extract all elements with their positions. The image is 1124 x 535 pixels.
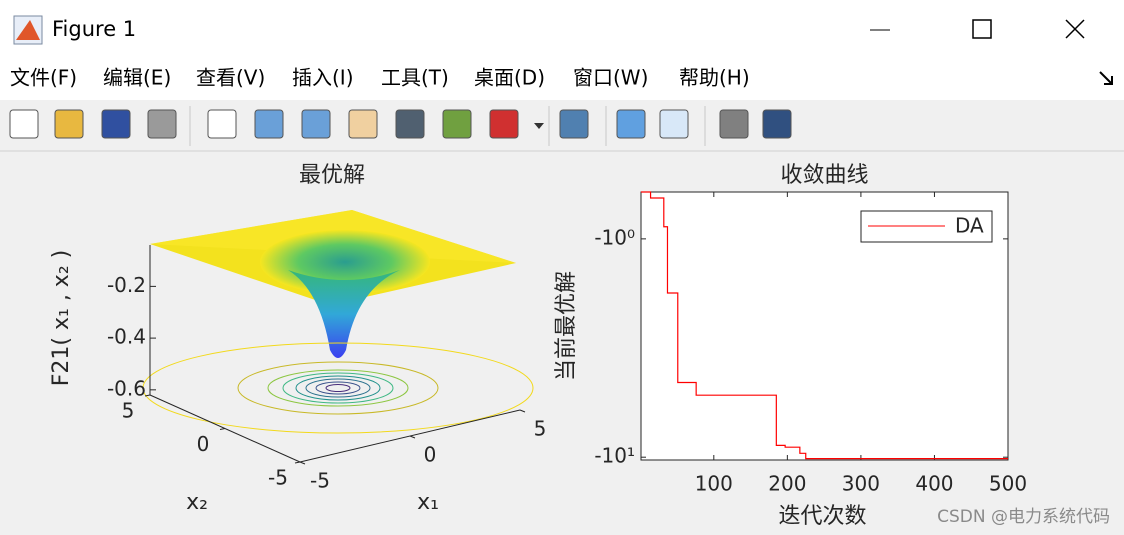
x1-tick-label: -5 [310,469,330,493]
z-tick-label: -0.2 [107,273,146,297]
close-button[interactable] [1065,19,1085,39]
x2-tick-label: -5 [268,466,288,490]
x1-tick [409,435,416,439]
surface-funnel [288,270,400,358]
x2-tick [144,394,151,397]
title-menu-bg [0,0,1124,100]
surface [142,210,534,434]
contour [267,369,409,407]
contour [282,372,394,404]
watermark: CSDN @电力系统代码 [937,507,1110,527]
z-tick-label: -0.4 [107,325,146,349]
toolbar-button[interactable] [254,109,284,139]
z-tick-label: -0.6 [107,376,146,400]
contour [295,375,381,401]
toolbar-button[interactable] [395,109,425,139]
window-title: Figure 1 [52,17,136,41]
x-tick-label: 100 [695,472,733,496]
toolbar-button[interactable] [9,109,39,139]
x2-tick-label: 5 [122,399,135,423]
chart-title: 最优解 [299,163,365,188]
menu-item[interactable]: 编辑(E) [103,66,171,90]
contour [237,361,439,415]
toolbar-button[interactable] [301,109,331,139]
menu-item[interactable]: 工具(T) [381,66,449,90]
toolbar-button[interactable] [54,109,84,139]
chart-title: 收敛曲线 [780,163,868,188]
contour [325,384,351,392]
contour [305,378,371,398]
dock-arrow[interactable] [1099,71,1113,85]
x2-tick-label: 0 [197,432,210,456]
x1-tick-label: 0 [424,443,437,467]
x2-tick [219,428,226,430]
z-axis-label: F21( x₁ , x₂ ) [49,250,74,386]
menu-item[interactable]: 查看(V) [196,66,265,90]
toolbar-button[interactable] [616,109,646,139]
toolbar-button[interactable] [442,109,472,139]
menu-bar: 文件(F) 编辑(E) 查看(V) 插入(I) 工具(T) 桌面(D) 窗口(W) 帮助(H) [10,66,750,90]
contour [315,381,361,395]
menu-item[interactable]: 帮助(H) [679,66,750,90]
menu-item[interactable]: 插入(I) [292,66,354,90]
x1-tick-label: 5 [534,417,547,441]
x-tick-label: 300 [842,472,880,496]
toolbar-button[interactable] [489,109,519,139]
x2-axis-label: x₂ [186,490,208,515]
toolbar-button[interactable] [559,109,589,139]
y-tick-label: -10¹ [594,444,635,468]
legend-label: DA [955,214,984,238]
x-tick-label: 400 [915,472,953,496]
maximize-button[interactable] [972,19,992,39]
dropdown-arrow [534,123,544,129]
x1-tick [299,461,306,465]
toolbar-button[interactable] [719,109,749,139]
menu-item[interactable]: 窗口(W) [573,66,648,90]
toolbar-button[interactable] [762,109,792,139]
contour [142,342,534,434]
app-icon-shape [16,20,40,40]
toolbar-button[interactable] [348,109,378,139]
toolbar-button[interactable] [659,109,689,139]
x-tick-label: 200 [768,472,806,496]
toolbar-button[interactable] [207,109,237,139]
toolbar-button[interactable] [147,109,177,139]
series-line [641,191,1008,460]
menu-item[interactable]: 文件(F) [10,66,77,90]
menu-item[interactable]: 桌面(D) [474,66,545,90]
y-axis-label: 当前最优解 [554,271,579,381]
x2-tick [294,461,301,464]
toolbar-button[interactable] [101,109,131,139]
x-axis-label: 迭代次数 [778,504,866,529]
x-tick-label: 500 [989,472,1027,496]
x1-tick [519,409,526,413]
toolbar-icons [9,106,792,146]
x1-axis-label: x₁ [417,490,439,515]
y-tick-label: -10⁰ [594,225,635,249]
